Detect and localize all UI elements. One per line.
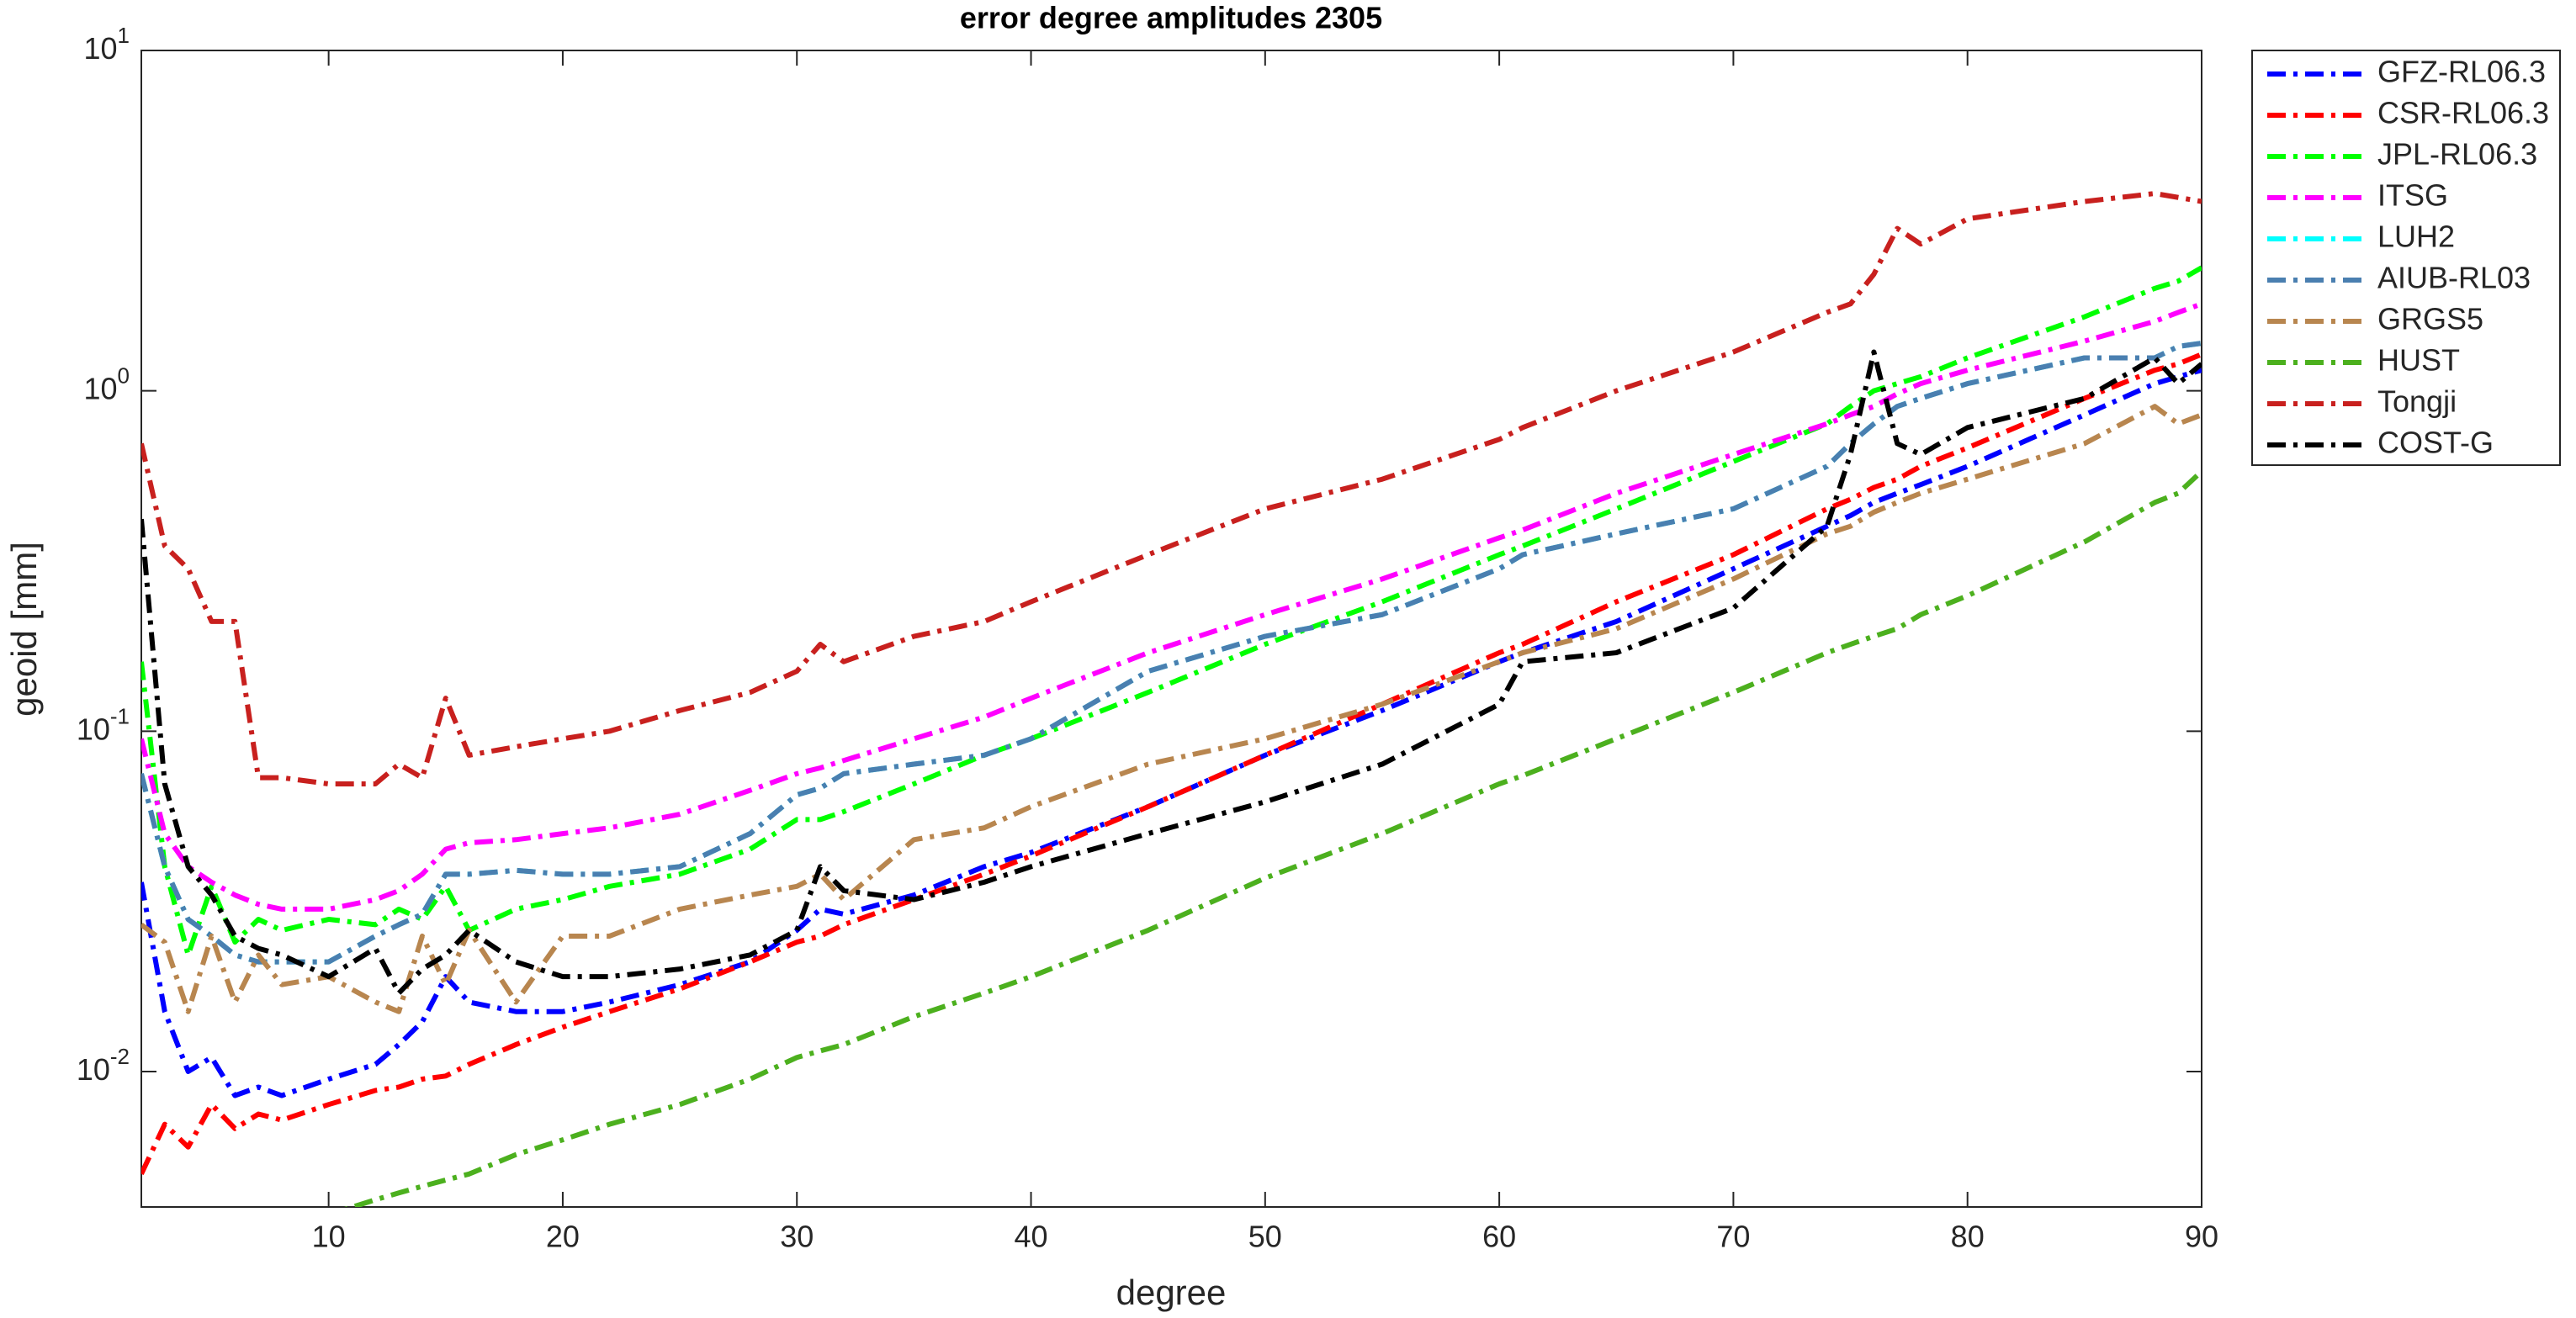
x-tick-label: 30 [780,1220,814,1254]
legend-label: HUST [2377,343,2460,378]
x-tick-label: 80 [1951,1220,1985,1254]
legend [2251,50,2561,466]
legend-label: ITSG [2377,178,2448,213]
x-tick-label: 20 [546,1220,580,1254]
y-tick-label: 10-2 [77,1044,130,1087]
series-line [141,404,2202,1014]
plot-area [140,50,2202,1208]
x-tick-label: 40 [1014,1220,1047,1254]
legend-label: JPL-RL06.3 [2377,137,2537,172]
legend-label: AIUB-RL03 [2377,261,2531,295]
series-line [141,341,2202,965]
series-line [141,301,2202,912]
x-tick-label: 70 [1716,1220,1750,1254]
series-line [141,352,2202,1176]
series-line [344,469,2202,1207]
y-tick-label: 101 [83,23,130,66]
series-line [141,349,2202,996]
legend-label: GFZ-RL06.3 [2377,55,2546,89]
y-tick-label: 100 [83,363,130,406]
x-tick-label: 60 [1482,1220,1516,1254]
legend-label: Tongji [2377,384,2457,419]
series-line [141,191,2202,786]
x-tick-label: 50 [1248,1220,1282,1254]
series-line [141,368,2202,1098]
x-axis-label: degree [1116,1273,1227,1312]
legend-label: LUH2 [2377,220,2455,254]
y-axis-label: geoid [mm] [4,542,44,717]
x-tick-label: 10 [312,1220,346,1254]
y-tick-label: 10-1 [77,703,130,746]
legend-label: COST-G [2377,426,2494,460]
chart-title: error degree amplitudes 2305 [960,1,1382,35]
legend-label: GRGS5 [2377,302,2483,336]
legend-label: CSR-RL06.3 [2377,96,2549,130]
lines [141,191,2202,1207]
x-tick-label: 90 [2185,1220,2218,1254]
